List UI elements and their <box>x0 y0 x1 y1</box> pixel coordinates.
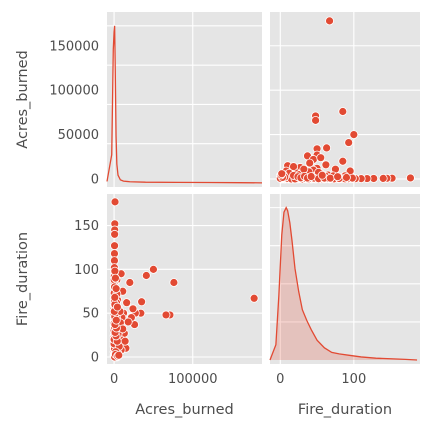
x-axis-label: Acres_burned <box>135 402 233 418</box>
y-axis-label: Acres_burned <box>15 50 31 148</box>
x-tick-label: 100 <box>341 372 366 387</box>
kde-line-acres_burned <box>106 25 263 184</box>
scatter-point <box>111 284 121 294</box>
panel-background <box>270 194 420 364</box>
scatter-point <box>378 173 388 183</box>
panel-background <box>107 194 262 364</box>
panel-acres-burned-vs-acres-burned <box>106 12 263 187</box>
scatter-point <box>122 298 132 308</box>
scatter-point <box>325 173 335 183</box>
scatter-point <box>333 172 343 182</box>
scatter-point <box>110 241 119 251</box>
y-tick-label: 50000 <box>58 128 99 143</box>
scatter-point <box>169 278 179 287</box>
y-tick-label: 0 <box>91 350 99 365</box>
scatter-point <box>322 143 332 153</box>
scatter-point <box>137 297 147 307</box>
kde-line-fire_duration <box>269 206 418 361</box>
scatter-point <box>128 304 138 314</box>
scatter-point <box>305 158 315 168</box>
y-tick-label: 150 <box>74 219 99 234</box>
scatter-point <box>338 107 348 116</box>
kde-fill-fire_duration <box>270 207 418 360</box>
scatter-point <box>110 292 120 302</box>
y-tick-label: 100 <box>74 263 99 278</box>
scatter-point <box>112 302 122 312</box>
scatter-point <box>110 229 120 239</box>
scatter-point <box>344 138 354 147</box>
panel-acres-burned-vs-fire-duration <box>270 12 420 187</box>
scatter-point <box>111 315 121 325</box>
scatter-point <box>306 172 316 181</box>
scatter-point <box>249 293 259 303</box>
scatter-point <box>321 160 331 170</box>
x-tick-label: 0 <box>276 372 284 387</box>
scatter-point <box>289 162 298 171</box>
scatter-point <box>349 130 359 139</box>
y-tick-label: 0 <box>91 173 99 188</box>
scatter-point <box>277 169 287 179</box>
scatter-point <box>114 350 124 360</box>
scatter-point <box>311 115 320 125</box>
scatter-point <box>110 197 120 207</box>
x-tick-label: 0 <box>110 372 118 387</box>
y-tick-label: 50 <box>82 307 99 322</box>
scatter-point <box>406 173 415 183</box>
scatter-point <box>123 317 133 327</box>
scatter-point <box>317 170 327 180</box>
scatter-point <box>125 278 135 287</box>
scatter-point <box>141 271 151 280</box>
scatter-point <box>149 264 158 274</box>
x-tick-label: 100000 <box>168 372 218 387</box>
panel-background <box>107 12 262 187</box>
y-tick-label: 100000 <box>49 84 99 99</box>
scatter-point <box>111 273 120 283</box>
y-tick-label: 150000 <box>49 39 99 54</box>
panel-fire-duration-vs-acres-burned <box>107 194 262 364</box>
scatter-point <box>338 156 348 166</box>
panel-fire-duration-vs-fire-duration <box>269 194 420 364</box>
x-axis-label: Fire_duration <box>298 402 392 418</box>
y-axis-label: Fire_duration <box>15 232 31 326</box>
scatter-point <box>316 153 326 163</box>
scatter-point <box>342 173 351 182</box>
scatter-point <box>325 16 334 26</box>
scatter-point <box>161 310 171 320</box>
